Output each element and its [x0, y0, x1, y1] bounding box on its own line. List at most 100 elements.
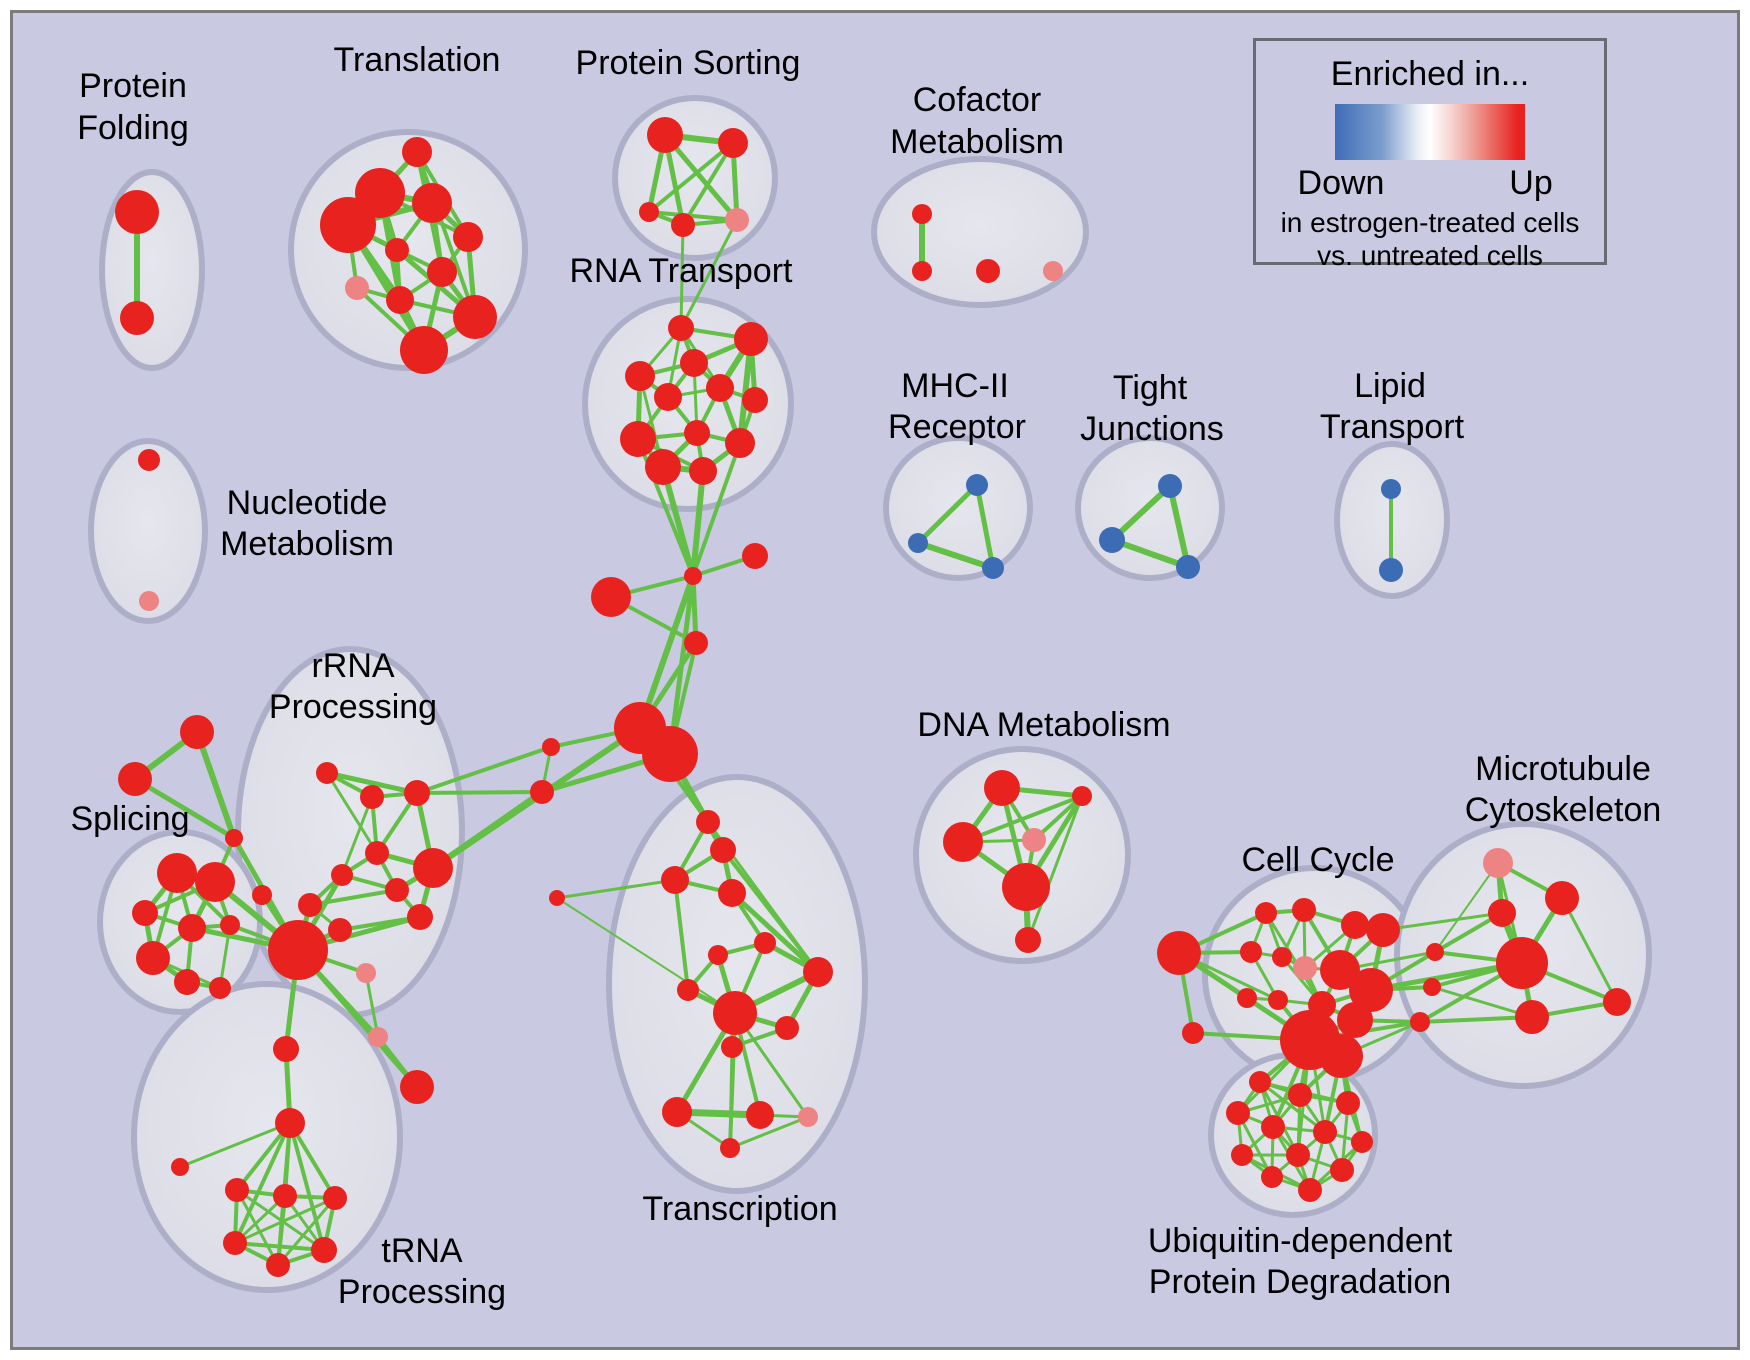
gene-set-node-x1: [696, 810, 720, 834]
gene-set-node-r10: [725, 428, 755, 458]
gene-set-node-u4: [1226, 1101, 1250, 1125]
gene-set-node-u2: [1288, 1083, 1312, 1107]
gene-set-node-u12: [1298, 1178, 1322, 1202]
gene-set-node-h2: [642, 726, 698, 782]
gene-set-node-t7: [427, 257, 457, 287]
gene-set-node-sp8: [209, 977, 231, 999]
gene-set-node-cc4: [1341, 911, 1369, 939]
gene-set-node-d1: [984, 770, 1020, 806]
cluster-label: DNA Metabolism: [917, 706, 1170, 744]
cluster-label: Processing: [338, 1273, 506, 1311]
gene-set-node-rr14: [298, 893, 322, 917]
edge-tj2-tj3: [1109, 537, 1191, 570]
edge-ps4-r1: [679, 223, 685, 330]
gene-set-node-sp2: [195, 862, 235, 902]
gene-set-node-b1: [1426, 943, 1444, 961]
gene-set-node-rr12: [400, 1070, 434, 1104]
cluster-ellipse-protein-sorting: [612, 95, 778, 261]
edge-tn3-tn7: [235, 1188, 326, 1252]
cluster-label: Metabolism: [220, 525, 394, 563]
gene-set-node-c2: [742, 543, 768, 569]
gene-set-node-cf4: [1043, 261, 1063, 281]
edge-ps2-ps4: [681, 141, 735, 227]
gene-set-node-d2: [1072, 786, 1092, 806]
edge-d2-d3: [961, 794, 1084, 844]
gene-set-node-sp1: [157, 853, 197, 893]
edge-b3-mt5: [1418, 1015, 1534, 1024]
gene-set-node-tj1: [1158, 474, 1182, 498]
gene-set-node-rr3: [404, 780, 430, 806]
edge-b1-mt1: [1434, 862, 1499, 953]
gene-set-node-t9: [386, 286, 414, 314]
gene-set-node-x2: [710, 837, 736, 863]
cluster-label: Ubiquitin-dependent: [1148, 1222, 1453, 1260]
cluster-labels: Protein Folding Translation Protein Sorting…: [70, 41, 1661, 1311]
gene-set-node-tr1: [754, 932, 776, 954]
gene-set-node-cc9: [1320, 950, 1360, 990]
gene-set-node-r1: [668, 315, 694, 341]
gene-set-node-sp5: [220, 915, 240, 935]
gene-set-node-u10: [1330, 1158, 1354, 1182]
edge-r11-c1: [660, 464, 696, 579]
gene-set-node-rr9: [268, 920, 328, 980]
gene-set-node-t4: [320, 197, 376, 253]
edge-s1-s3: [194, 729, 237, 841]
edge-tn6-tn7: [233, 1241, 326, 1252]
gene-set-node-rr10: [328, 918, 352, 942]
edge-r12-c1: [690, 468, 706, 579]
gene-set-node-m3: [982, 557, 1004, 579]
gene-set-node-tr3: [803, 957, 833, 987]
gene-set-node-rr6: [331, 864, 353, 886]
cluster-label: Transcription: [642, 1190, 837, 1228]
gene-set-node-s2: [118, 762, 152, 796]
gene-set-node-cc17: [1319, 1034, 1363, 1078]
edge-tn1-tn6: [233, 1121, 292, 1245]
edge-s2-s3: [132, 776, 237, 841]
cluster-ellipse-nucleotide-metabolism: [88, 438, 208, 624]
cluster-label: Transport: [1320, 408, 1465, 446]
gene-set-node-cc3: [1292, 898, 1316, 922]
cluster-label: Translation: [334, 41, 501, 79]
gene-set-node-u8: [1231, 1144, 1253, 1166]
gene-set-node-ps3: [639, 202, 659, 222]
gene-set-node-d5: [1002, 863, 1050, 911]
gene-set-node-m1: [966, 474, 988, 496]
edge-rr4-c6: [430, 789, 545, 871]
gene-set-node-tr11: [720, 1138, 740, 1158]
legend-up-label: Up: [1509, 164, 1553, 202]
gene-set-node-sp4: [178, 914, 206, 942]
gene-set-node-tn4: [273, 1184, 297, 1208]
cluster-label: Protein Degradation: [1149, 1263, 1451, 1301]
gene-set-node-r12: [689, 457, 717, 485]
cluster-label: rRNA: [311, 647, 394, 685]
cluster-label: Cofactor: [913, 81, 1042, 119]
gene-set-node-c3: [591, 577, 631, 617]
gene-set-node-x4: [718, 879, 746, 907]
edge-ps2-ps3: [647, 141, 735, 214]
edge-rr13-rr11: [364, 971, 380, 1039]
legend-caption-line2: vs. untreated cells: [1317, 240, 1543, 271]
gene-set-node-b3: [1410, 1012, 1430, 1032]
gene-set-node-tj2: [1099, 527, 1125, 553]
gene-set-node-l1: [1381, 479, 1401, 499]
gene-set-node-mt2: [1545, 881, 1579, 915]
gene-set-node-cc15: [1182, 1022, 1204, 1044]
edge-tr7-tr11: [728, 1045, 734, 1150]
gene-set-node-cc14: [1337, 1002, 1373, 1038]
gene-set-node-d3: [943, 822, 983, 862]
gene-set-node-cc7: [1272, 947, 1292, 967]
gene-set-node-tr2: [708, 945, 728, 965]
gene-set-node-d6: [1015, 927, 1041, 953]
gene-set-node-rr15: [252, 885, 272, 905]
gene-set-node-tn0: [273, 1036, 299, 1062]
gene-set-node-tn7: [311, 1237, 337, 1263]
edge-tr10-tr11: [728, 1115, 810, 1150]
gene-set-node-r8: [684, 420, 710, 446]
gene-set-node-t1: [402, 137, 432, 167]
edge-r10-c1: [691, 441, 742, 578]
gene-set-node-tr6: [775, 1016, 799, 1040]
edge-tj1-tj2: [1109, 483, 1173, 543]
edge-rr3-c5: [415, 745, 553, 795]
